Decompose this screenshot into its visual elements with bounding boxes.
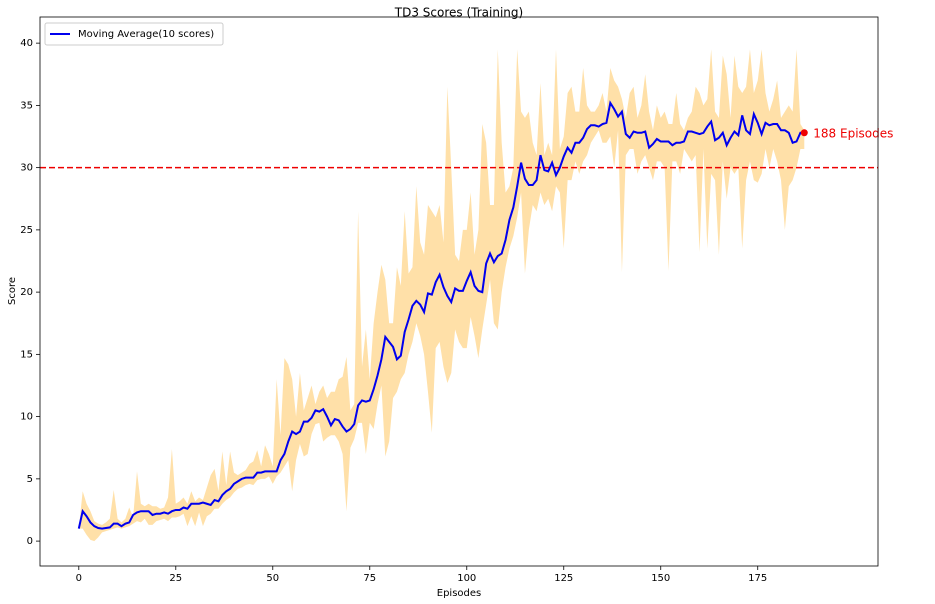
x-axis-label: Episodes: [437, 588, 481, 599]
moving-average-line: [77, 100, 805, 530]
legend-label: Moving Average(10 scores): [78, 29, 214, 40]
x-tick-label: 50: [266, 573, 279, 584]
y-tick-label: 10: [20, 412, 33, 423]
x-tick-label: 75: [363, 573, 376, 584]
y-tick-label: 35: [20, 100, 33, 111]
y-tick-label: 25: [20, 225, 33, 236]
annotation-text: 188 Episodes: [813, 126, 893, 140]
y-tick-label: 20: [20, 287, 33, 298]
y-axis-label: Score: [7, 277, 18, 305]
legend-box: [44, 22, 224, 46]
x-tick-label: 0: [76, 573, 82, 584]
x-tick-label: 100: [457, 573, 476, 584]
y-tick-label: 40: [20, 38, 33, 49]
plot-frame: [39, 16, 879, 567]
annotation-point: [800, 129, 808, 137]
chart-title: TD3 Scores (Training): [394, 6, 523, 20]
x-tick-label: 25: [169, 573, 182, 584]
x-tick-label: 125: [554, 573, 573, 584]
y-tick-label: 15: [20, 349, 33, 360]
x-tick-label: 150: [651, 573, 670, 584]
legend: Moving Average(10 scores): [44, 22, 224, 46]
y-tick-label: 30: [20, 163, 33, 174]
y-tick-label: 5: [27, 474, 33, 485]
x-tick-label: 175: [748, 573, 767, 584]
score-band: [78, 49, 805, 542]
y-tick-label: 0: [27, 536, 33, 547]
